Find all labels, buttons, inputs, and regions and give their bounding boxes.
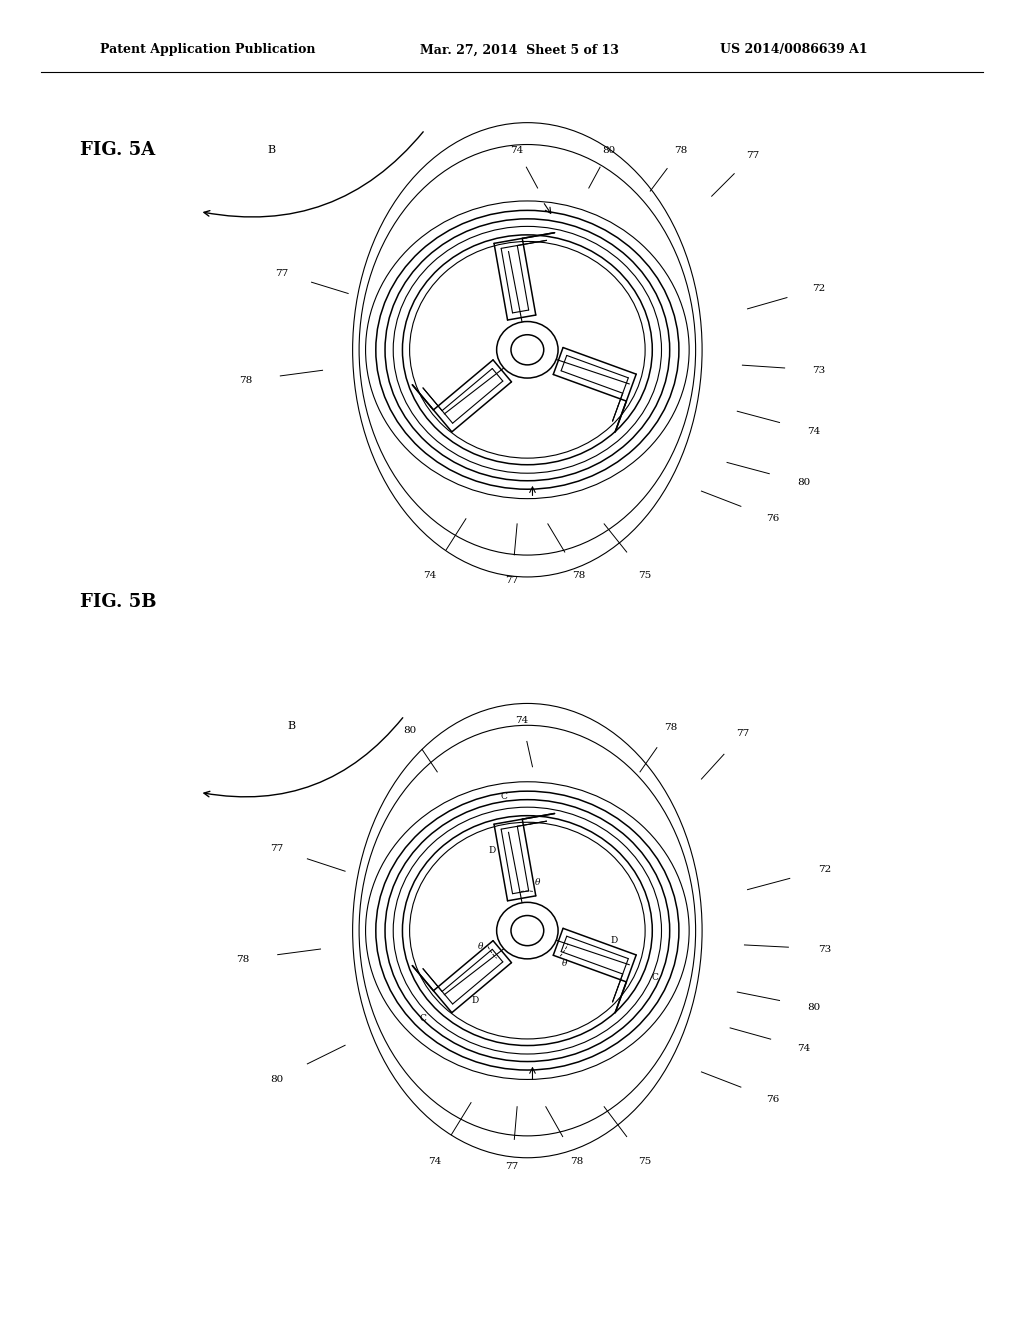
Text: 78: 78 bbox=[240, 376, 252, 385]
Text: Patent Application Publication: Patent Application Publication bbox=[100, 44, 315, 57]
Text: 80: 80 bbox=[808, 1003, 820, 1012]
Ellipse shape bbox=[497, 903, 558, 958]
Text: A: A bbox=[539, 921, 545, 931]
Text: 74: 74 bbox=[808, 428, 820, 436]
Text: FIG. 5A: FIG. 5A bbox=[80, 141, 156, 158]
Text: 80: 80 bbox=[798, 478, 810, 487]
Text: B: B bbox=[288, 721, 296, 731]
Ellipse shape bbox=[497, 322, 558, 378]
Text: 77: 77 bbox=[506, 576, 518, 585]
Text: 72: 72 bbox=[813, 284, 825, 293]
Text: 74: 74 bbox=[424, 570, 436, 579]
Text: 78: 78 bbox=[572, 570, 585, 579]
Text: 77: 77 bbox=[736, 730, 749, 738]
Text: C: C bbox=[652, 973, 658, 982]
Ellipse shape bbox=[511, 335, 544, 364]
Text: C: C bbox=[420, 1014, 426, 1023]
Text: 74: 74 bbox=[429, 1156, 441, 1166]
Text: 80: 80 bbox=[403, 726, 416, 735]
Text: 74: 74 bbox=[798, 1044, 810, 1053]
Text: 78: 78 bbox=[570, 1156, 583, 1166]
Text: B: B bbox=[267, 145, 275, 156]
Text: 78: 78 bbox=[665, 723, 677, 733]
Text: D: D bbox=[488, 846, 496, 855]
Text: θ: θ bbox=[535, 878, 541, 887]
Text: C: C bbox=[501, 792, 507, 801]
Text: 77: 77 bbox=[506, 1162, 518, 1171]
Text: 73: 73 bbox=[818, 945, 830, 953]
Text: 78: 78 bbox=[237, 954, 249, 964]
Text: 75: 75 bbox=[639, 1156, 651, 1166]
Text: 76: 76 bbox=[767, 515, 779, 523]
Text: θ: θ bbox=[562, 960, 567, 968]
Text: FIG. 5B: FIG. 5B bbox=[80, 593, 157, 611]
Text: 72: 72 bbox=[818, 865, 830, 874]
Text: Mar. 27, 2014  Sheet 5 of 13: Mar. 27, 2014 Sheet 5 of 13 bbox=[420, 44, 618, 57]
Text: 78: 78 bbox=[675, 145, 687, 154]
Ellipse shape bbox=[511, 916, 544, 945]
Text: 73: 73 bbox=[813, 366, 825, 375]
Text: 80: 80 bbox=[270, 1074, 283, 1084]
Text: 77: 77 bbox=[270, 845, 283, 853]
Text: θ: θ bbox=[477, 941, 483, 950]
Text: 77: 77 bbox=[746, 150, 759, 160]
Text: 76: 76 bbox=[767, 1096, 779, 1104]
Text: US 2014/0086639 A1: US 2014/0086639 A1 bbox=[720, 44, 867, 57]
Text: 77: 77 bbox=[275, 268, 288, 277]
Text: D: D bbox=[610, 936, 617, 945]
Text: 74: 74 bbox=[516, 717, 528, 725]
Text: 80: 80 bbox=[603, 145, 615, 154]
Text: 75: 75 bbox=[639, 570, 651, 579]
Text: 74: 74 bbox=[511, 145, 523, 154]
Text: D: D bbox=[472, 997, 479, 1006]
